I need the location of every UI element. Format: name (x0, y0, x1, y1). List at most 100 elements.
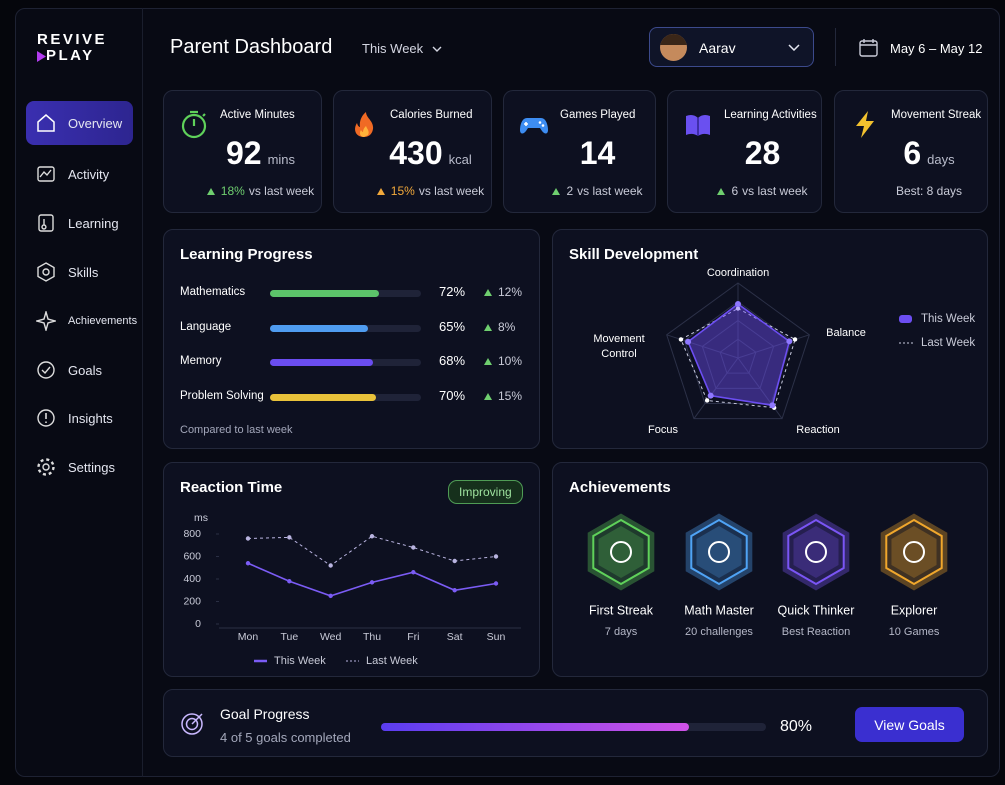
stat-change: 2 vs last week (544, 184, 651, 198)
nav-label: Skills (68, 264, 99, 280)
nav-item[interactable]: Overview (26, 101, 133, 145)
nav-icon (37, 114, 55, 132)
logo-line2: PLAY (46, 47, 95, 64)
logo-line1: REVIVE (37, 31, 108, 48)
nav-label: Goals (68, 362, 102, 378)
y-tick-label: 200 (183, 595, 201, 607)
period: This Week (362, 41, 424, 56)
nav-item[interactable]: Goals (26, 348, 133, 392)
x-tick-label: Fri (407, 631, 419, 643)
radar-chart: This Week Last Week (666, 282, 975, 420)
nav-icon (37, 166, 55, 182)
status-badge: Improving (448, 480, 523, 504)
nav-item[interactable]: Activity (26, 152, 133, 196)
badge-hex (885, 518, 943, 586)
line-point (411, 570, 416, 575)
stat-label: Games Played (560, 109, 636, 121)
stat-card: Learning Activities 28 6 vs last week (667, 90, 822, 213)
axis-label: Balance (826, 327, 866, 339)
nav-label: Overview (68, 115, 123, 131)
stat-icon (856, 111, 874, 138)
badge-hex (592, 518, 650, 586)
radar-point (786, 338, 793, 345)
legend-swatch (899, 315, 912, 323)
badge-name: Quick Thinker (778, 603, 855, 617)
progress-track (270, 393, 421, 401)
progress-bar (270, 324, 369, 332)
up-arrow (376, 188, 385, 195)
period-select[interactable]: This Week (362, 41, 442, 56)
stat-delta: 2 (566, 184, 574, 198)
radar-point (769, 402, 776, 409)
stat-icon (686, 114, 710, 136)
stat-note: vs last week (248, 184, 315, 198)
date-range: May 6 – May 12 (890, 41, 983, 56)
radar-ring (701, 319, 775, 389)
stat-label: Movement Streak (891, 109, 982, 121)
x-tick-label: Wed (320, 631, 342, 643)
nav-item[interactable]: Settings (26, 445, 133, 489)
radar-spoke (666, 334, 739, 359)
stat-value-row: 430 kcal (374, 135, 487, 172)
axis-label: Movement Control (593, 333, 645, 360)
stat-unit: kcal (448, 152, 472, 167)
subject-percent: 65% (439, 318, 466, 334)
subject-change: 10% (484, 354, 522, 368)
nav-label: Settings (68, 459, 115, 475)
line-point (369, 580, 375, 585)
nav-label: Achievements (68, 315, 138, 327)
reaction-card: Reaction Time Improving ms 0 200 400 600 800 M… (163, 462, 540, 677)
progress-track (270, 290, 421, 297)
chevron (432, 46, 442, 52)
badge-inner (598, 526, 644, 578)
stat-value-row: 28 (708, 135, 817, 172)
line-chart: ms 0 200 400 600 800 Mon Tue Wed Thu Fri Sat Sun This… (183, 512, 521, 667)
stat-note: vs last week (418, 184, 485, 198)
stat-icon (181, 110, 207, 139)
badge-symbol (903, 541, 925, 563)
badge-name: Explorer (891, 603, 938, 617)
goal-track (381, 723, 766, 731)
stat-value-row: 14 (544, 135, 651, 172)
nav-icon (36, 311, 56, 331)
radar-point (735, 301, 741, 307)
badge-detail: Best Reaction (782, 626, 850, 638)
y-tick-label: 600 (183, 550, 201, 562)
achievements-card: Achievements First Streak 7 days Math Mast… (552, 462, 988, 677)
badge-symbol (610, 541, 632, 563)
line-point (493, 581, 499, 586)
badge-symbol (805, 541, 827, 563)
y-tick-label: 800 (183, 528, 201, 540)
change-value: 8% (498, 319, 516, 334)
badge-detail: 7 days (605, 626, 638, 638)
up-arrow (484, 358, 492, 365)
nav-item[interactable]: Achievements (26, 299, 137, 343)
view-goals-button[interactable]: View Goals (855, 707, 964, 742)
subject-percent: 72% (439, 284, 466, 299)
stat-value: 430 (389, 135, 443, 171)
y-tick-label: 400 (183, 573, 201, 585)
nav-item[interactable]: Learning (26, 201, 133, 245)
radar-point (707, 392, 714, 399)
legend-label: This Week (921, 313, 975, 325)
badge-detail: 20 challenges (685, 626, 753, 638)
radar-ring (666, 282, 810, 420)
sidebar: REVIVE PLAY (15, 8, 143, 777)
line-point (328, 593, 333, 599)
up-arrow (484, 289, 492, 296)
nav-item[interactable]: Skills (26, 250, 133, 294)
line-point (328, 563, 333, 568)
line-point (411, 545, 416, 550)
nav-icon (37, 458, 55, 476)
badge-glow (587, 513, 655, 591)
nav-item[interactable]: Insights (26, 396, 133, 440)
nav-icon (37, 361, 55, 379)
line-series (247, 535, 497, 567)
stat-delta: 15% (390, 184, 415, 198)
card-title: Learning Progress (180, 246, 313, 263)
radar-point (678, 337, 684, 342)
user-select[interactable]: Aarav (649, 27, 814, 67)
radar-spoke (693, 357, 739, 419)
goal-card: Goal Progress 4 of 5 goals completed 80%… (163, 689, 988, 757)
change-value: 12% (498, 285, 523, 299)
